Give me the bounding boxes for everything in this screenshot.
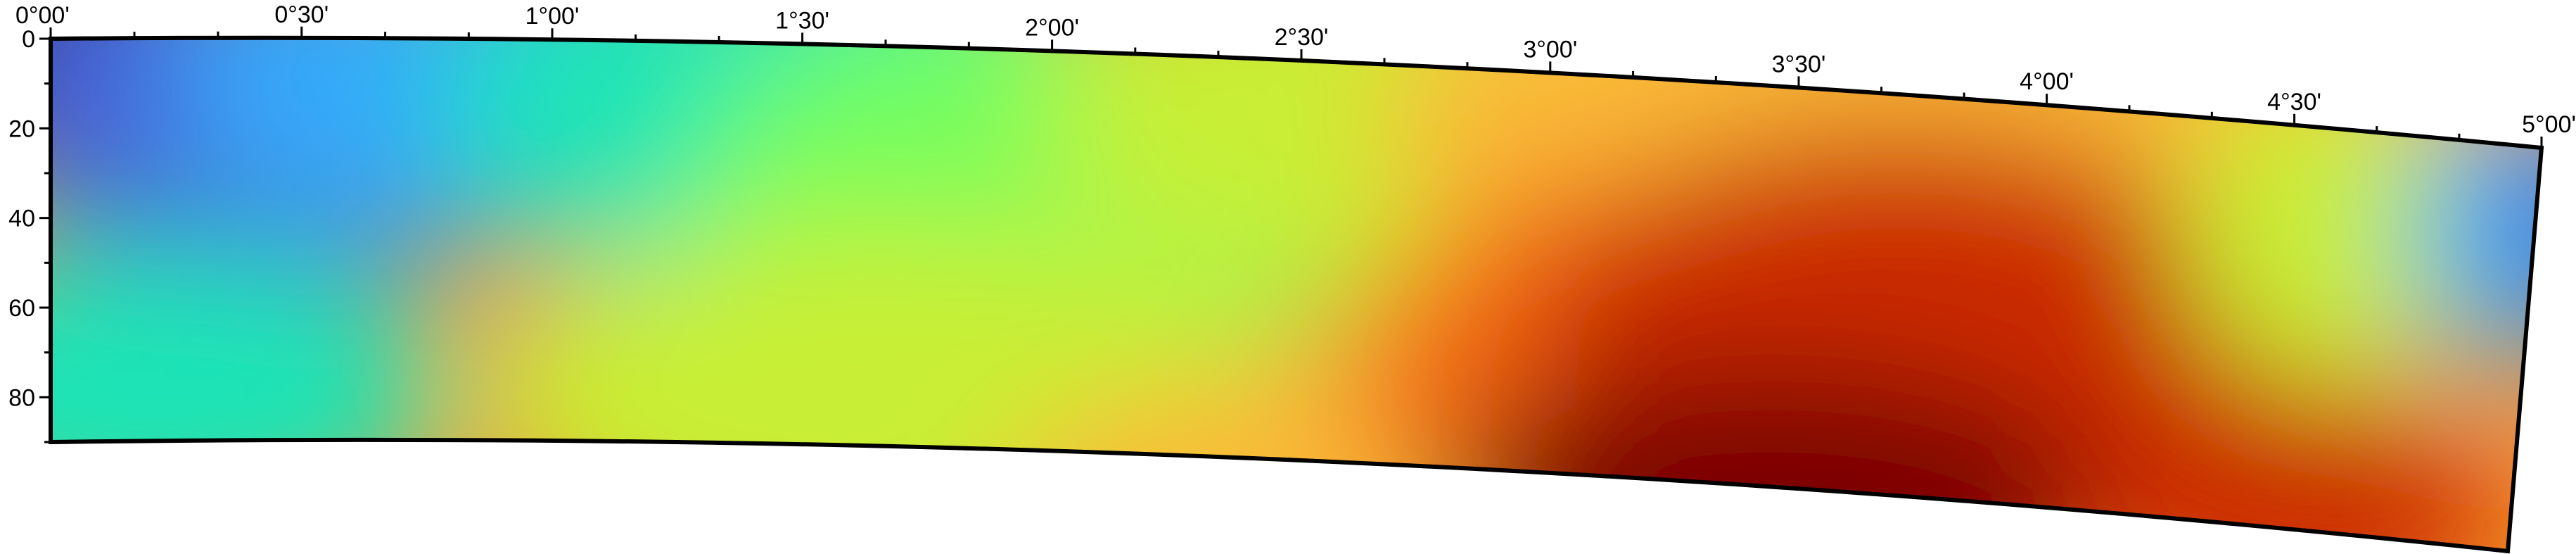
y-tick-label: 0 xyxy=(22,26,35,53)
y-tick-label: 80 xyxy=(8,384,35,411)
x-tick-label: 1°30' xyxy=(775,7,829,34)
x-tick-label: 1°00' xyxy=(525,3,580,30)
y-tick-label: 40 xyxy=(8,206,35,232)
x-tick-label: 3°00' xyxy=(1523,36,1577,63)
x-tick-label: 4°00' xyxy=(2020,68,2074,95)
y-axis-ticks xyxy=(39,37,51,443)
x-tick-label: 2°00' xyxy=(1025,14,1079,41)
y-axis-tick-labels: 0 20 40 60 80 xyxy=(8,26,35,411)
color-blob-6 xyxy=(485,218,1273,552)
x-tick-label: 0°30' xyxy=(274,1,329,28)
x-tick-label: 4°30' xyxy=(2267,89,2321,115)
x-tick-label: 2°30' xyxy=(1275,24,1329,51)
color-blob-14 xyxy=(2075,387,2497,552)
x-axis-ticks xyxy=(49,26,2543,148)
x-axis-tick-labels: 0°00' 0°30' 1°00' 1°30' 2°00' 2°30' 3°00' 3°30'… xyxy=(15,1,2576,138)
y-tick-label: 20 xyxy=(8,115,35,142)
color-blob-15 xyxy=(2181,77,2490,387)
x-tick-label: 0°00' xyxy=(15,2,70,29)
x-tick-label: 5°00' xyxy=(2522,111,2576,138)
x-tick-label: 3°30' xyxy=(1772,51,1826,77)
y-tick-label: 60 xyxy=(8,295,35,322)
